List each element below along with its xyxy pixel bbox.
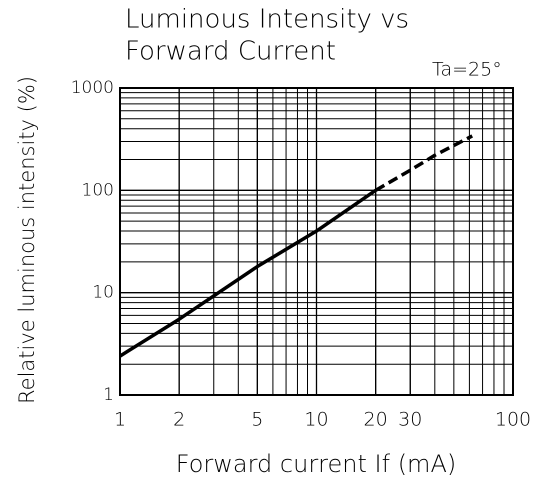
annotation: Ta=25° bbox=[432, 59, 502, 81]
y-tick-label: 10 bbox=[92, 283, 114, 303]
x-tick-label: 2 bbox=[173, 409, 185, 431]
y-tick-label: 1000 bbox=[71, 78, 114, 98]
x-tick-label: 20 bbox=[364, 409, 388, 431]
x-tick-label: 10 bbox=[304, 409, 328, 431]
x-axis-label: Forward current If (mA) bbox=[176, 450, 456, 478]
x-tick-label: 30 bbox=[398, 409, 422, 431]
y-axis-label: Relative luminous intensity (%) bbox=[15, 76, 39, 404]
chart-title: Luminous Intensity vs bbox=[125, 5, 409, 35]
chart-title: Forward Current bbox=[125, 37, 336, 67]
y-tick-label: 100 bbox=[82, 180, 114, 200]
x-tick-label: 5 bbox=[251, 409, 263, 431]
x-tick-label: 100 bbox=[495, 409, 531, 431]
y-tick-label: 1 bbox=[103, 385, 114, 405]
x-tick-label: 1 bbox=[114, 409, 126, 431]
data-line bbox=[119, 188, 377, 358]
data-line bbox=[374, 134, 474, 192]
plot-frame bbox=[119, 87, 514, 396]
